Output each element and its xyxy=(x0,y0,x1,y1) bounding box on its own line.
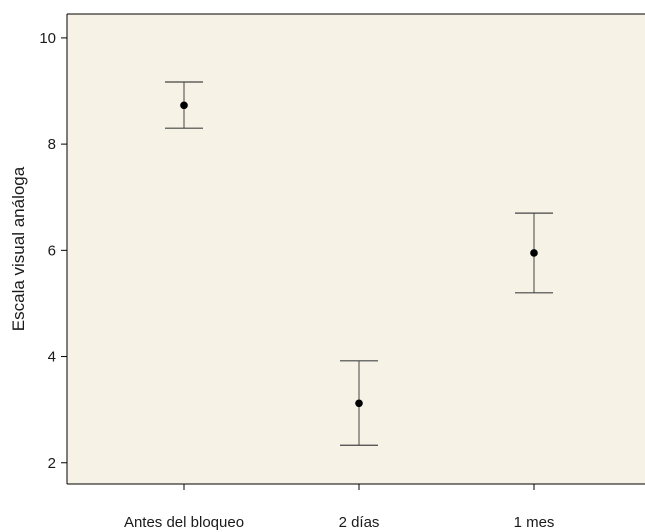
x-tick-label: 2 días xyxy=(339,514,380,531)
y-tick-label: 4 xyxy=(48,349,56,366)
x-tick-label: Antes del bloqueo xyxy=(124,514,244,531)
y-tick-label: 10 xyxy=(39,30,56,47)
plot-background xyxy=(67,14,645,484)
x-tick-label: 1 mes xyxy=(514,514,555,531)
y-tick-label: 2 xyxy=(48,455,56,472)
mean-point xyxy=(530,249,538,257)
error-bar-group xyxy=(340,360,378,446)
y-tick-label: 6 xyxy=(48,242,56,259)
y-axis-title: Escala visual análoga xyxy=(9,166,28,331)
data-marks xyxy=(165,81,553,446)
mean-point xyxy=(355,399,363,408)
error-bar-group xyxy=(515,212,553,294)
x-axis: Antes del bloqueo 2 días 1 mes xyxy=(67,483,645,531)
y-tick-label: 8 xyxy=(48,136,56,153)
mean-point xyxy=(180,101,188,110)
y-axis: 2 4 6 8 10 xyxy=(39,14,68,484)
error-bar-group xyxy=(165,81,203,129)
